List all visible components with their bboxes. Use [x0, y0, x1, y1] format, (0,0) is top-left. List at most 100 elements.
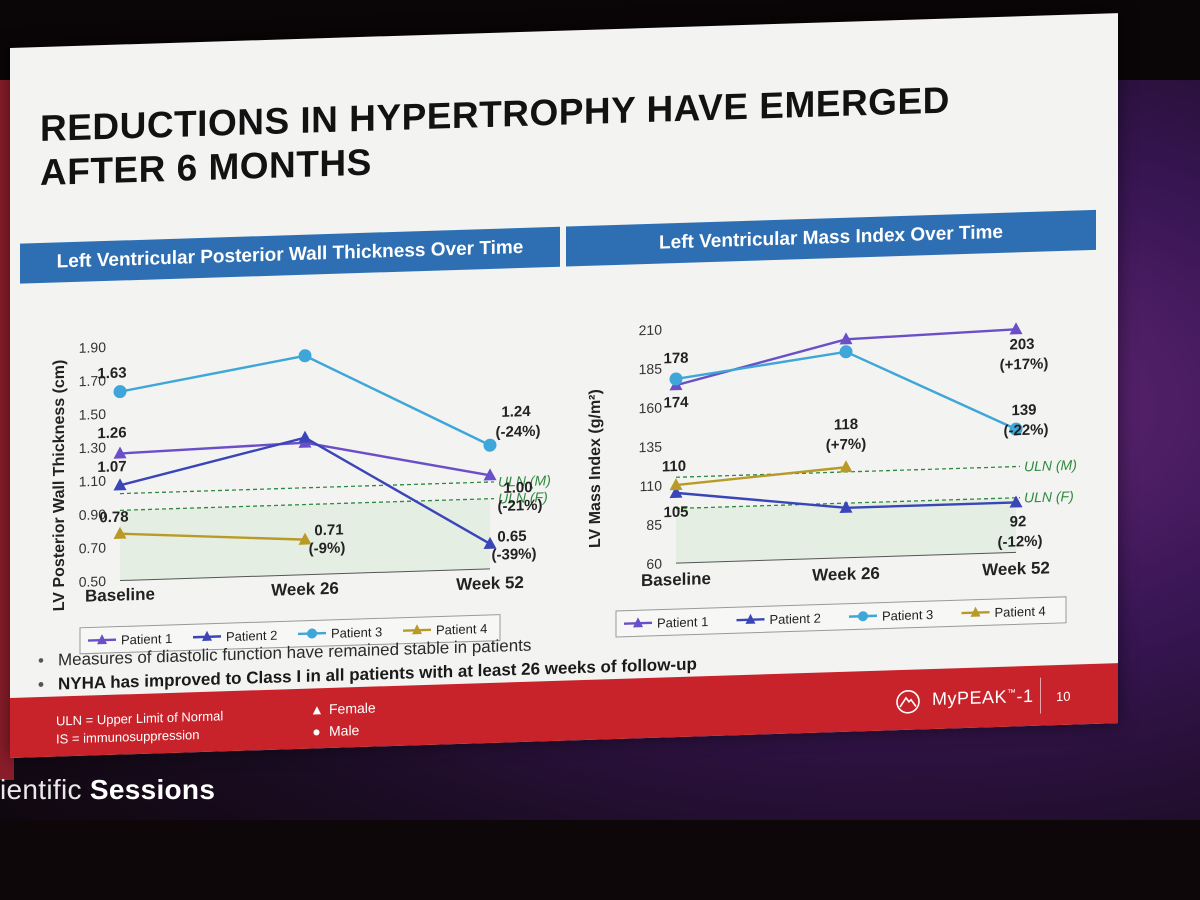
y-axis-title: LV Mass Index (g/m²) [587, 389, 604, 548]
presentation-slide: REDUCTIONS IN HYPERTROPHY HAVE EMERGED A… [10, 13, 1118, 759]
data-label: 118 [834, 416, 858, 434]
legend-label: Patient 2 [770, 611, 821, 628]
data-point-triangle [113, 446, 127, 459]
conference-banner: ientific Sessions [0, 774, 216, 805]
data-label: 92 [1010, 513, 1027, 531]
data-point-triangle [1009, 322, 1023, 335]
uln-label: ULN (M) [498, 472, 551, 490]
y-tick-label: 160 [639, 400, 663, 417]
slide-title: REDUCTIONS IN HYPERTROPHY HAVE EMERGED A… [40, 79, 950, 194]
data-label: 1.63 [97, 364, 126, 382]
legend-label: Patient 1 [657, 614, 708, 631]
x-tick-label: Week 52 [982, 558, 1050, 579]
data-point-triangle [839, 332, 853, 345]
y-tick-label: 135 [639, 439, 663, 456]
data-label: 174 [663, 394, 689, 412]
uln-reference-line [120, 481, 494, 495]
female-legend: ▲ Female [310, 697, 376, 721]
normal-range-band [676, 497, 1016, 564]
data-label: (-39%) [491, 545, 536, 563]
y-tick-label: 0.90 [79, 506, 106, 523]
data-label: (-24%) [495, 423, 540, 441]
data-point-triangle [483, 468, 497, 481]
slide-footer: ULN = Upper Limit of Normal IS = immunos… [10, 663, 1118, 758]
legend-label: Patient 3 [331, 624, 382, 641]
legend-triangle-icon [745, 613, 756, 624]
data-label: (+17%) [1000, 355, 1049, 374]
mountain-logo-icon [896, 689, 920, 714]
x-tick-label: Week 26 [812, 564, 880, 585]
x-axis-baseline [676, 551, 1016, 564]
mass-index-chart: 60 85 110 135 160 185 210 Baseline Week 26 Week 5… [587, 322, 1077, 638]
data-label: 1.24 [501, 403, 531, 421]
legend-circle-icon [307, 628, 317, 639]
data-label: (-21%) [497, 497, 542, 515]
legend-triangle-icon [633, 617, 643, 628]
data-label: 105 [663, 503, 688, 521]
data-point-circle [113, 385, 127, 399]
female-label: Female [329, 699, 376, 717]
triangle-icon: ▲ [310, 701, 324, 718]
uln-label: ULN (F) [498, 489, 548, 507]
y-tick-label: 60 [646, 556, 662, 572]
page-number: 10 [1056, 688, 1071, 705]
data-point-circle [483, 438, 497, 452]
legend-label: Patient 3 [882, 607, 933, 624]
data-point-triangle [669, 485, 683, 499]
data-point-triangle [839, 500, 853, 514]
data-label: (-9%) [309, 539, 346, 557]
y-tick-label: 0.50 [79, 573, 106, 590]
legend-label: Patient 4 [995, 603, 1046, 620]
data-label: (-22%) [1003, 421, 1048, 439]
y-tick-label: 1.10 [79, 473, 106, 490]
uln-reference-line [120, 497, 494, 511]
data-label: 1.07 [97, 458, 126, 476]
data-label: (+7%) [826, 436, 866, 454]
y-tick-label: 210 [639, 322, 663, 339]
data-point-triangle [298, 532, 312, 545]
legend-label: Patient 2 [226, 628, 277, 645]
sex-legend: ▲ Female ● Male [310, 697, 376, 743]
data-label: 203 [1009, 336, 1034, 354]
male-legend: ● Male [310, 719, 376, 743]
y-tick-label: 185 [639, 361, 663, 378]
brand-name: MyPEAK™-1 [932, 685, 1034, 710]
data-point-circle [669, 372, 683, 386]
series-line-patient-4 [119, 532, 306, 541]
data-point-triangle [839, 460, 853, 473]
wall-thickness-chart: 0.50 0.70 0.90 1.10 1.30 1.50 1.70 1.90 Baseline… [51, 339, 551, 655]
legend-label: Patient 4 [436, 621, 487, 638]
series-line-patient-4 [675, 466, 847, 487]
abbr-is: IS = immunosuppression [56, 727, 200, 747]
circle-icon: ● [312, 723, 321, 740]
y-tick-label: 1.30 [79, 439, 106, 456]
data-label: 178 [663, 350, 688, 368]
y-tick-label: 1.50 [79, 406, 106, 423]
data-label: (-12%) [997, 533, 1042, 551]
y-tick-label: 85 [646, 517, 662, 533]
data-label: 0.78 [99, 508, 128, 526]
data-point-triangle [669, 478, 683, 491]
legend-circle-icon [858, 611, 868, 622]
footer-divider [1040, 677, 1041, 714]
legend-triangle-icon [202, 630, 212, 641]
data-point-triangle [298, 430, 312, 443]
y-tick-label: 1.90 [79, 339, 106, 356]
data-point-triangle [113, 478, 127, 491]
x-axis-baseline [120, 568, 490, 582]
x-tick-label: Baseline [641, 569, 711, 590]
y-tick-label: 0.70 [79, 540, 106, 557]
data-point-triangle [483, 536, 497, 550]
data-label: 110 [662, 458, 686, 476]
x-tick-label: Baseline [85, 584, 155, 605]
legend-triangle-icon [970, 606, 981, 617]
data-point-triangle [113, 526, 127, 539]
x-tick-label: Week 52 [456, 573, 524, 594]
data-label: 0.65 [497, 528, 526, 546]
legend-triangle-icon [412, 624, 422, 635]
male-label: Male [329, 722, 360, 739]
data-point-circle [298, 349, 312, 363]
y-axis-title: LV Posterior Wall Thickness (cm) [51, 359, 68, 611]
abbreviations: ULN = Upper Limit of Normal IS = immunos… [56, 707, 223, 748]
